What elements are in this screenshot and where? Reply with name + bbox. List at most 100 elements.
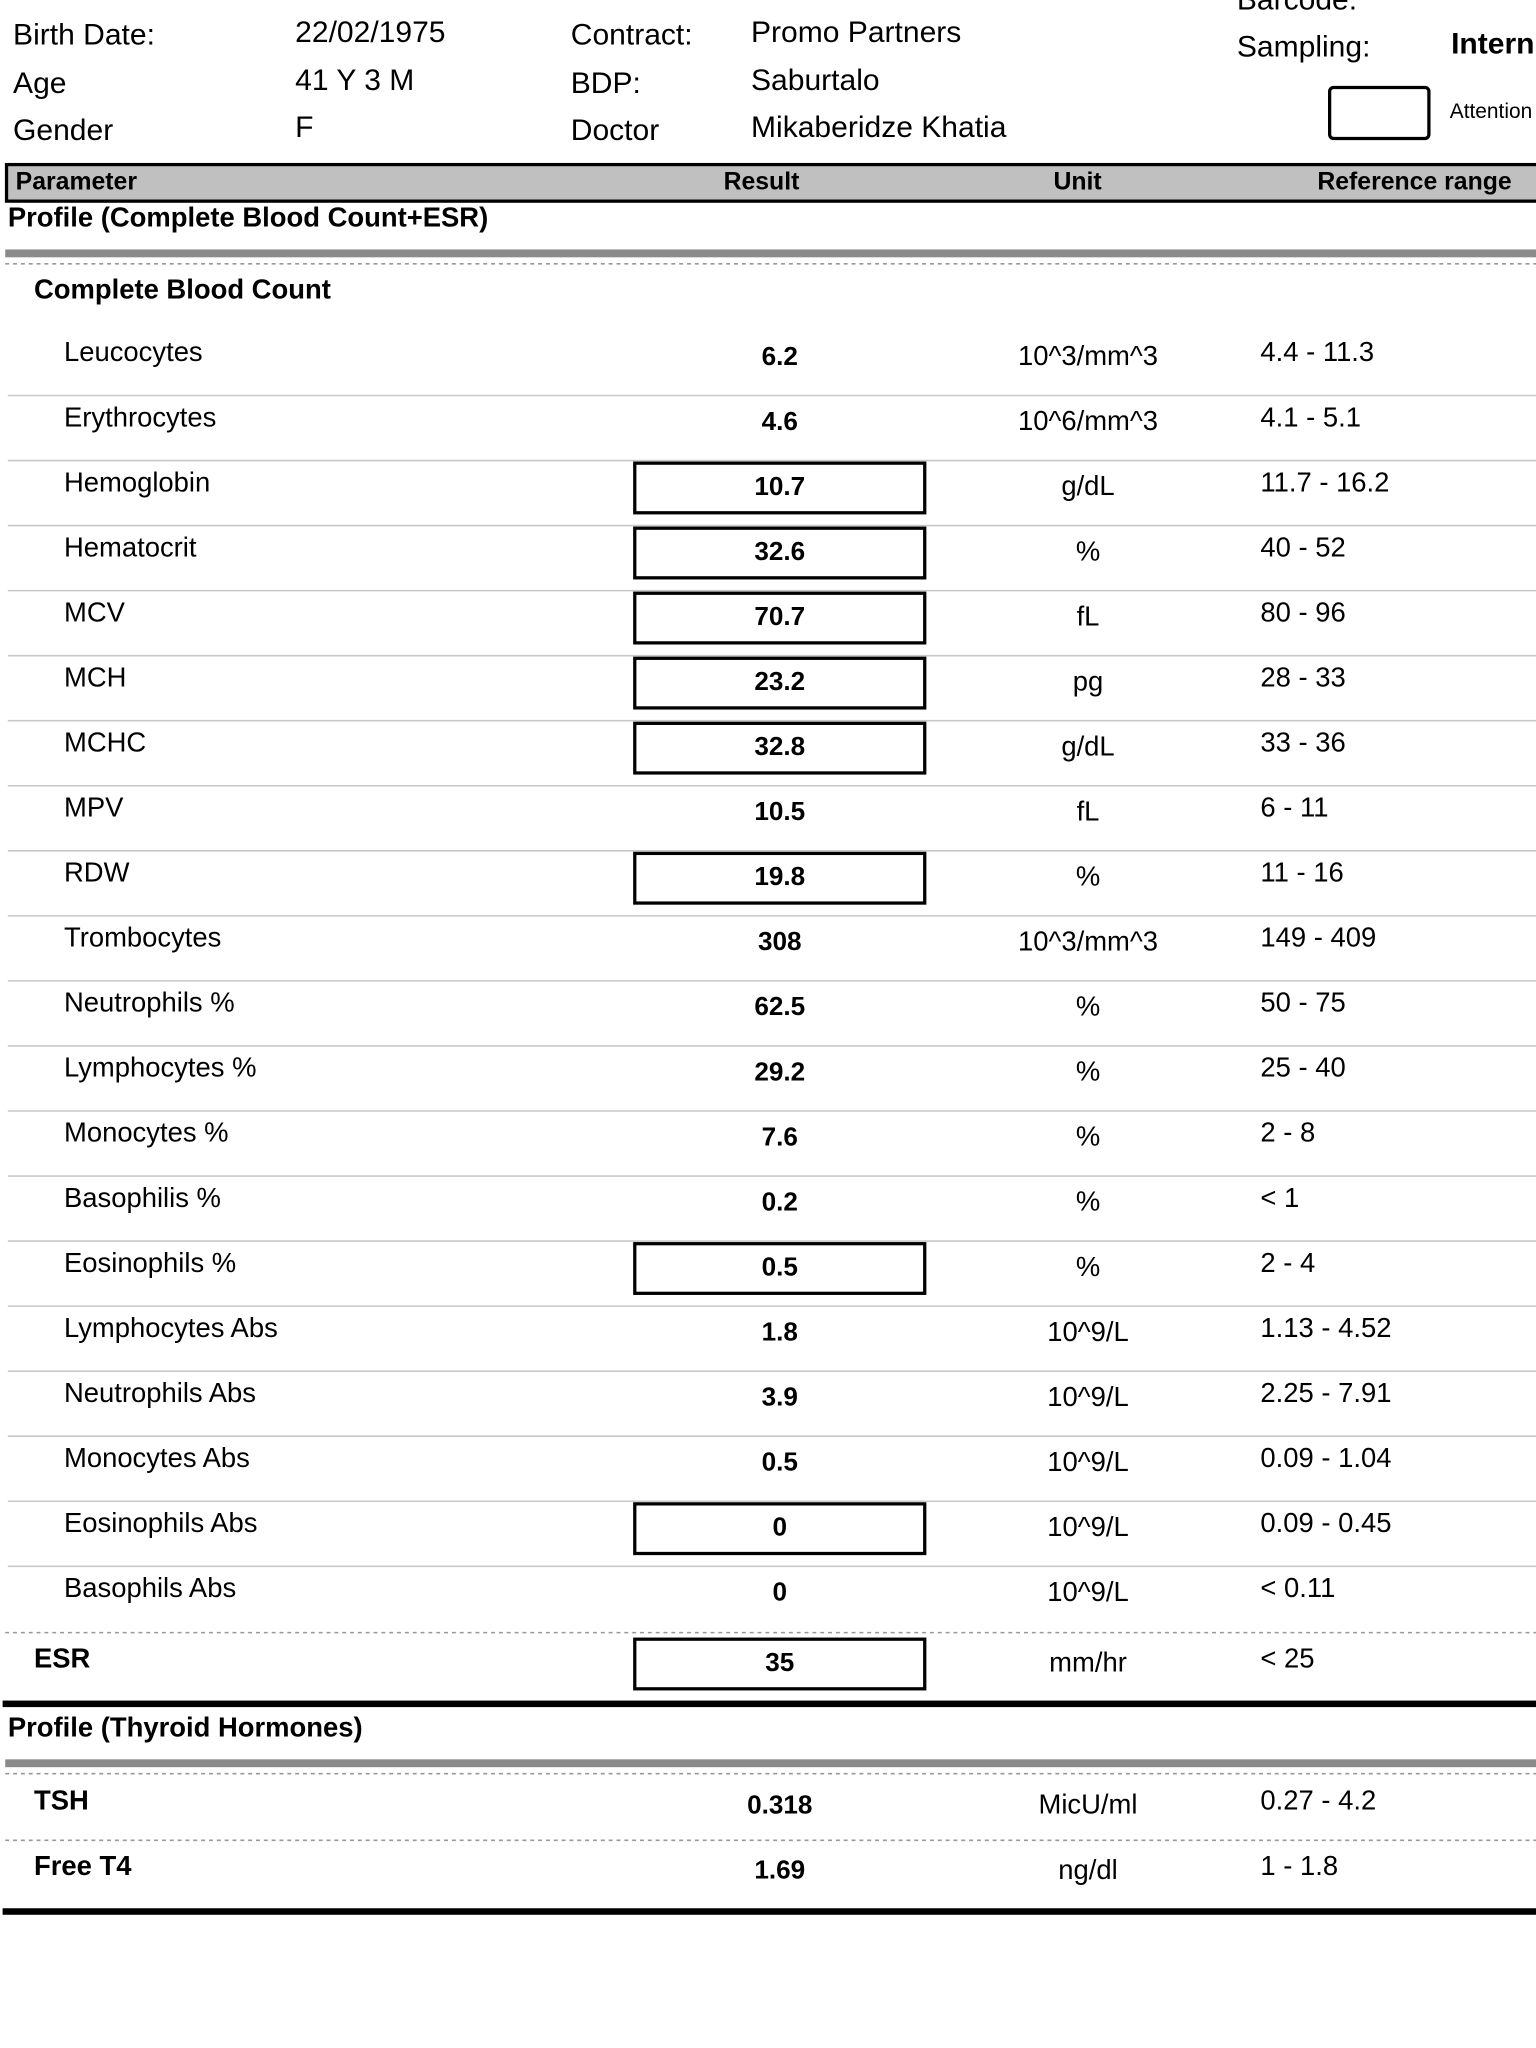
section-bar	[5, 1759, 1536, 1768]
parameter: Monocytes %	[64, 1117, 229, 1148]
unit: %	[1076, 991, 1100, 1022]
unit: 10^9/L	[1047, 1511, 1128, 1542]
reference-range: 2 - 8	[1260, 1117, 1315, 1148]
parameter: Neutrophils %	[64, 987, 235, 1018]
unit: 10^3/mm^3	[1018, 340, 1158, 371]
reference-range: 11.7 - 16.2	[1260, 466, 1389, 497]
unit: 10^9/L	[1047, 1446, 1128, 1477]
section-end-bar	[2, 1700, 1536, 1708]
parameter: Erythrocytes	[64, 401, 216, 432]
unit: 10^3/mm^3	[1018, 926, 1158, 957]
parameter: ESR	[34, 1642, 91, 1673]
result: 0.5	[762, 1251, 798, 1281]
flag-box	[633, 461, 927, 515]
parameter: Lymphocytes %	[64, 1052, 256, 1083]
unit: %	[1076, 860, 1100, 891]
reference-range: < 1	[1260, 1182, 1299, 1213]
reference-range: < 0.11	[1260, 1572, 1335, 1603]
unit: %	[1076, 1121, 1100, 1152]
parameter: MCHC	[64, 726, 146, 757]
unit: ng/dl	[1058, 1854, 1117, 1885]
result: 7.6	[762, 1121, 798, 1151]
parameter: TSH	[34, 1785, 89, 1816]
flag-box	[633, 1502, 927, 1556]
column-header: Unit	[1053, 168, 1101, 195]
flag-box	[633, 1242, 927, 1295]
reference-range: 0.09 - 0.45	[1260, 1507, 1391, 1538]
result: 6.2	[762, 341, 798, 371]
label: Attention	[1450, 100, 1532, 123]
unit: g/dL	[1061, 470, 1114, 501]
result: 70.7	[754, 601, 805, 631]
value: 22/02/1975	[295, 16, 445, 49]
unit: g/dL	[1061, 730, 1114, 761]
parameter: MPV	[64, 792, 124, 823]
result: 0	[772, 1512, 787, 1542]
parameter: Basophilis %	[64, 1182, 221, 1213]
reference-range: 4.4 - 11.3	[1260, 336, 1374, 367]
parameter: RDW	[64, 857, 130, 888]
reference-range: 1.13 - 4.52	[1260, 1312, 1391, 1343]
result: 62.5	[754, 991, 805, 1021]
column-header: Reference range	[1317, 168, 1511, 195]
section-end-bar	[2, 1908, 1536, 1915]
column-header: Result	[724, 168, 800, 195]
flag-box	[633, 1637, 927, 1691]
attention-box	[1328, 85, 1431, 141]
reference-range: 4.1 - 5.1	[1260, 401, 1361, 432]
reference-range: 0.27 - 4.2	[1260, 1785, 1376, 1816]
label: BDP:	[571, 67, 641, 100]
group-title: Complete Blood Count	[34, 274, 331, 305]
result: 19.8	[754, 861, 805, 891]
label: Contract:	[571, 19, 693, 52]
parameter: Hematocrit	[64, 531, 197, 562]
unit: mm/hr	[1049, 1646, 1127, 1677]
reference-range: < 25	[1260, 1642, 1314, 1673]
unit: %	[1076, 1251, 1100, 1282]
label: Birth Date:	[13, 19, 155, 52]
table-header	[4, 162, 1536, 203]
section-title: Profile (Thyroid Hormones)	[8, 1712, 363, 1743]
unit: %	[1076, 535, 1100, 566]
result: 32.6	[754, 536, 805, 566]
parameter: Lymphocytes Abs	[64, 1312, 278, 1343]
parameter: Basophils Abs	[64, 1572, 236, 1603]
unit: fL	[1077, 600, 1100, 631]
result: 10.7	[754, 471, 805, 501]
value: 41 Y 3 M	[295, 64, 414, 97]
value: F	[295, 111, 313, 144]
flag-box	[633, 526, 927, 580]
unit: MicU/ml	[1039, 1789, 1138, 1820]
reference-range: 28 - 33	[1260, 661, 1345, 692]
flag-box	[633, 721, 927, 775]
result: 35	[765, 1647, 794, 1677]
result: 23.2	[754, 666, 805, 696]
unit: 10^9/L	[1047, 1316, 1128, 1347]
result: 0	[772, 1577, 787, 1607]
label: Gender	[13, 114, 113, 147]
result: 4.6	[762, 406, 798, 436]
result: 32.8	[754, 731, 805, 761]
unit: fL	[1077, 795, 1100, 826]
section-title: Profile (Complete Blood Count+ESR)	[8, 202, 488, 233]
unit: 10^9/L	[1047, 1381, 1128, 1412]
parameter: Eosinophils Abs	[64, 1507, 258, 1538]
result: 0.5	[762, 1447, 798, 1477]
result: 0.318	[747, 1789, 812, 1819]
parameter: MCV	[64, 596, 126, 627]
parameter: Monocytes Abs	[64, 1442, 250, 1473]
label: Age	[13, 67, 66, 100]
flag-box	[633, 656, 927, 710]
reference-range: 11 - 16	[1260, 857, 1343, 888]
parameter: Trombocytes	[64, 922, 221, 953]
result: 29.2	[754, 1056, 805, 1086]
unit: 10^6/mm^3	[1018, 405, 1158, 436]
result: 10.5	[754, 796, 805, 826]
unit: pg	[1073, 665, 1103, 696]
reference-range: 0.09 - 1.04	[1260, 1442, 1391, 1473]
flag-box	[633, 591, 927, 645]
unit: 10^9/L	[1047, 1576, 1128, 1607]
parameter: Hemoglobin	[64, 466, 210, 497]
